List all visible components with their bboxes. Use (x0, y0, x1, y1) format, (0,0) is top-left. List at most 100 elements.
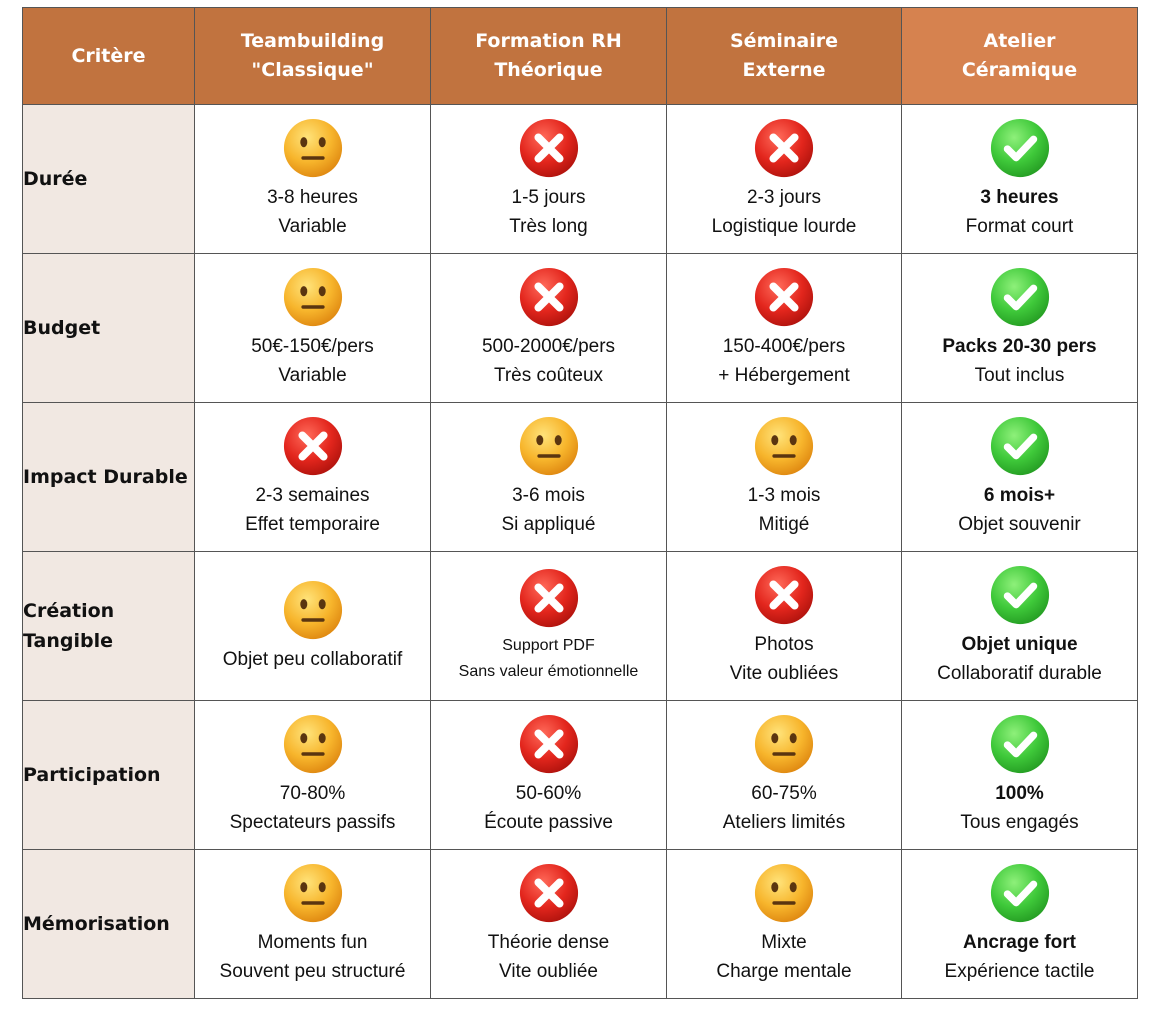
neutral-face-icon (518, 415, 580, 477)
cell-value: Objet peu collaboratif (222, 648, 403, 670)
red-cross-icon (518, 713, 580, 775)
cell-value: Ancrage fort (963, 932, 1076, 953)
cell-teambuilding: 3-8 heures Variable (194, 104, 431, 254)
cell-teambuilding: Objet peu collaboratif (194, 551, 431, 701)
header-option-formation-rh: Formation RH Théorique (430, 7, 667, 105)
neutral-face-icon (282, 117, 344, 179)
cell-value: Objet unique (961, 634, 1078, 655)
cell-detail: Expérience tactile (944, 961, 1095, 982)
cell-formation-rh: Support PDF Sans valeur émotionnelle (430, 551, 667, 701)
header-line: Céramique (961, 59, 1078, 81)
cell-value: 70-80% (279, 783, 346, 804)
neutral-face-icon (753, 713, 815, 775)
cell-teambuilding: 70-80% Spectateurs passifs (194, 700, 431, 850)
red-cross-icon (518, 117, 580, 179)
cell-seminaire: 2-3 jours Logistique lourde (666, 104, 902, 254)
green-check-icon (989, 266, 1051, 328)
cell-formation-rh: 1-5 jours Très long (430, 104, 667, 254)
cell-atelier-ceramique: Packs 20-30 pers Tout inclus (901, 253, 1138, 403)
neutral-face-icon (753, 862, 815, 924)
cell-detail: Sans valeur émotionnelle (458, 663, 639, 680)
cell-formation-rh: 500-2000€/pers Très coûteux (430, 253, 667, 403)
header-line: Séminaire (730, 30, 838, 52)
cell-detail: Mitigé (758, 514, 810, 535)
criterion-label: Impact Durable (22, 402, 195, 552)
cell-value: 50-60% (515, 783, 582, 804)
green-check-icon (989, 564, 1051, 626)
cell-detail: Tous engagés (960, 812, 1079, 833)
neutral-face-icon (282, 266, 344, 328)
cell-value: 2-3 semaines (255, 485, 370, 506)
red-cross-icon (518, 862, 580, 924)
red-cross-icon (518, 567, 580, 629)
cell-value: 3 heures (980, 187, 1059, 208)
green-check-icon (989, 713, 1051, 775)
cell-value: 60-75% (751, 783, 817, 804)
cell-detail: Effet temporaire (245, 514, 380, 535)
cell-teambuilding: 2-3 semaines Effet temporaire (194, 402, 431, 552)
red-cross-icon (753, 564, 815, 626)
cell-seminaire: Photos Vite oubliées (666, 551, 902, 701)
cell-seminaire: 150-400€/pers + Hébergement (666, 253, 902, 403)
red-cross-icon (753, 117, 815, 179)
cell-value: Support PDF (502, 637, 595, 654)
cell-value: 1-5 jours (511, 187, 586, 208)
comparison-table: Critère Teambuilding "Classique" Formati… (22, 7, 1138, 999)
header-option-teambuilding: Teambuilding "Classique" (194, 7, 431, 105)
cell-detail: Tout inclus (974, 365, 1065, 386)
cell-atelier-ceramique: 100% Tous engagés (901, 700, 1138, 850)
header-line: "Classique" (251, 59, 374, 81)
cell-teambuilding: 50€-150€/pers Variable (194, 253, 431, 403)
green-check-icon (989, 415, 1051, 477)
cell-value: 3-8 heures (267, 187, 358, 208)
header-line: Théorique (494, 59, 603, 81)
cell-detail: Ateliers limités (722, 812, 846, 833)
cell-atelier-ceramique: Ancrage fort Expérience tactile (901, 849, 1138, 999)
cell-detail: + Hébergement (718, 365, 850, 386)
cell-detail: Souvent peu structuré (219, 961, 406, 982)
criterion-label: Durée (22, 104, 195, 254)
cell-detail: Vite oubliées (729, 663, 839, 684)
cell-value: 2-3 jours (747, 187, 821, 208)
red-cross-icon (753, 266, 815, 328)
cell-value: 3-6 mois (512, 485, 585, 506)
cell-value: Théorie dense (487, 932, 610, 953)
criterion-label: Budget (22, 253, 195, 403)
cell-detail: Format court (965, 216, 1074, 237)
cell-atelier-ceramique: Objet unique Collaboratif durable (901, 551, 1138, 701)
header-option-seminaire: Séminaire Externe (666, 7, 902, 105)
cell-detail: Charge mentale (716, 961, 852, 982)
cell-value: Packs 20-30 pers (942, 336, 1097, 357)
cell-detail: Écoute passive (484, 812, 613, 833)
cell-value: 150-400€/pers (722, 336, 846, 357)
cell-detail: Si appliqué (501, 514, 596, 535)
cell-value: Moments fun (257, 932, 368, 953)
table-row: Impact Durable 2-3 semaines Effet temporai… (22, 402, 1138, 552)
cell-detail: Spectateurs passifs (229, 812, 396, 833)
green-check-icon (989, 862, 1051, 924)
neutral-face-icon (753, 415, 815, 477)
cell-detail: Collaboratif durable (937, 663, 1102, 684)
header-line: Externe (742, 59, 826, 81)
cell-teambuilding: Moments fun Souvent peu structuré (194, 849, 431, 999)
cell-detail: Objet souvenir (958, 514, 1081, 535)
table-row: Création Tangible Objet peu collaboratif S… (22, 551, 1138, 701)
neutral-face-icon (282, 579, 344, 641)
header-line: Formation RH (475, 30, 622, 52)
criterion-label: Participation (22, 700, 195, 850)
cell-formation-rh: 3-6 mois Si appliqué (430, 402, 667, 552)
red-cross-icon (282, 415, 344, 477)
green-check-icon (989, 117, 1051, 179)
cell-detail: Variable (278, 365, 347, 386)
cell-seminaire: Mixte Charge mentale (666, 849, 902, 999)
cell-value: 500-2000€/pers (481, 336, 616, 357)
cell-detail: Très long (509, 216, 588, 237)
cell-value: 50€-150€/pers (251, 336, 374, 357)
cell-value: Photos (754, 634, 814, 655)
cell-seminaire: 60-75% Ateliers limités (666, 700, 902, 850)
cell-value: 100% (995, 783, 1044, 804)
neutral-face-icon (282, 713, 344, 775)
cell-formation-rh: Théorie dense Vite oubliée (430, 849, 667, 999)
red-cross-icon (518, 266, 580, 328)
cell-detail: Vite oubliée (499, 961, 598, 982)
